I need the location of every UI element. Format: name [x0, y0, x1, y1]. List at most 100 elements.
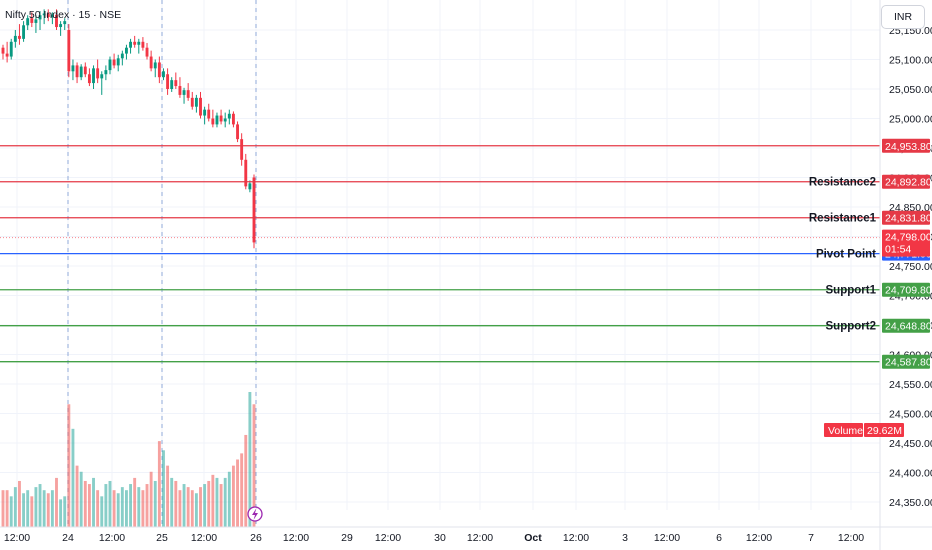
candle-body — [30, 18, 34, 23]
volume-bar — [67, 404, 71, 527]
candle — [178, 77, 182, 98]
volume-bar — [125, 490, 128, 527]
candle — [190, 91, 194, 110]
price-tick-label: 24,400.00 — [889, 468, 932, 480]
candle — [100, 71, 104, 95]
volume-bar — [166, 465, 170, 527]
candle — [104, 65, 108, 81]
candle — [13, 30, 17, 48]
price-axis[interactable]: 25,150.0025,100.0025,050.0025,000.0024,9… — [880, 0, 932, 550]
volume-bar — [50, 490, 54, 527]
candle — [9, 38, 13, 60]
candle-body — [199, 97, 202, 116]
candle — [149, 50, 153, 72]
volume-bar — [207, 480, 211, 527]
time-tick-label: 12:00 — [283, 532, 309, 544]
volume-bar — [75, 465, 79, 527]
time-tick-label: 6 — [716, 532, 722, 544]
candle-body — [236, 124, 239, 140]
candle-body — [133, 41, 137, 45]
level-name: Support2 — [826, 321, 876, 333]
price-tick-label: 25,050.00 — [889, 84, 932, 96]
price-tick-label: 24,550.00 — [889, 379, 932, 391]
time-tick-label: 12:00 — [654, 532, 680, 544]
volume-bar — [186, 487, 190, 527]
volume-bar — [182, 484, 186, 527]
volume-tag-name: Volume — [828, 425, 863, 437]
candle-body — [182, 90, 186, 95]
price-tick-label: 25,000.00 — [889, 114, 932, 126]
candle-body — [149, 56, 153, 69]
candle-body — [186, 90, 190, 98]
volume-bar — [26, 490, 30, 527]
volume-bar — [153, 480, 157, 527]
volume-bar — [5, 490, 9, 527]
candle-body — [26, 18, 30, 26]
candle — [153, 59, 157, 78]
candle — [120, 50, 124, 66]
candle — [92, 65, 95, 89]
volume-bar — [199, 487, 202, 527]
candle — [38, 11, 42, 30]
volume-bar — [174, 480, 178, 527]
time-tick-label: 12:00 — [375, 532, 401, 544]
candle-body — [83, 66, 87, 75]
candle-body — [112, 59, 116, 66]
candle-body — [166, 74, 170, 89]
candle — [162, 68, 165, 81]
time-tick-label: 12:00 — [99, 532, 125, 544]
volume-bar — [162, 450, 165, 527]
volume-bar — [116, 493, 120, 527]
last-price-countdown: 01:54 — [885, 244, 911, 256]
flash-icon[interactable] — [247, 506, 263, 522]
grid-layer — [0, 0, 880, 510]
candle — [227, 109, 231, 125]
price-tick-label: 24,500.00 — [889, 409, 932, 421]
level-price-tag-label: 24,709.80 — [885, 285, 932, 297]
volume-bar — [9, 496, 13, 527]
time-tick-label: 29 — [341, 532, 353, 544]
time-tick-label: 7 — [808, 532, 814, 544]
volume-tag-value-bg — [864, 423, 904, 437]
candle-body — [5, 53, 9, 57]
currency-button[interactable]: INR — [881, 5, 925, 29]
candle-body — [211, 118, 215, 125]
candle-body — [75, 65, 79, 78]
candle-body — [67, 30, 71, 72]
candle-body — [46, 13, 50, 18]
volume-bar — [71, 428, 75, 527]
candle — [18, 24, 21, 45]
volume-bar — [18, 480, 21, 527]
volume-bar — [248, 392, 252, 527]
candle-body — [219, 115, 223, 122]
candlesticks — [1, 9, 256, 249]
candle — [137, 38, 141, 54]
time-tick-label: 30 — [434, 532, 446, 544]
candle — [46, 9, 50, 22]
volume-bar — [34, 487, 38, 527]
level-price-tag-label: 24,648.80 — [885, 321, 932, 333]
chart-title: Nifty 50 Index · 15 · NSE — [5, 9, 121, 21]
candle — [240, 133, 244, 166]
time-tick-label: 24 — [62, 532, 74, 544]
volume-tag-name-bg — [824, 423, 863, 437]
candle — [1, 44, 5, 60]
volume-tag: Volume 29.62M — [824, 423, 904, 437]
chart-title-text: Nifty 50 Index · 15 · NSE — [5, 9, 121, 21]
candle — [83, 62, 87, 78]
candle-body — [145, 47, 149, 57]
candle-body — [55, 14, 58, 28]
level-price-tag-bg — [882, 210, 930, 225]
candle — [174, 72, 178, 89]
volume-bar — [203, 484, 207, 527]
time-tick-label: 12:00 — [467, 532, 493, 544]
candle — [145, 42, 149, 60]
volume-bar — [79, 471, 83, 527]
price-tick-label: 24,750.00 — [889, 261, 932, 273]
candle — [203, 106, 207, 125]
candle — [112, 53, 116, 69]
candle — [182, 87, 186, 104]
